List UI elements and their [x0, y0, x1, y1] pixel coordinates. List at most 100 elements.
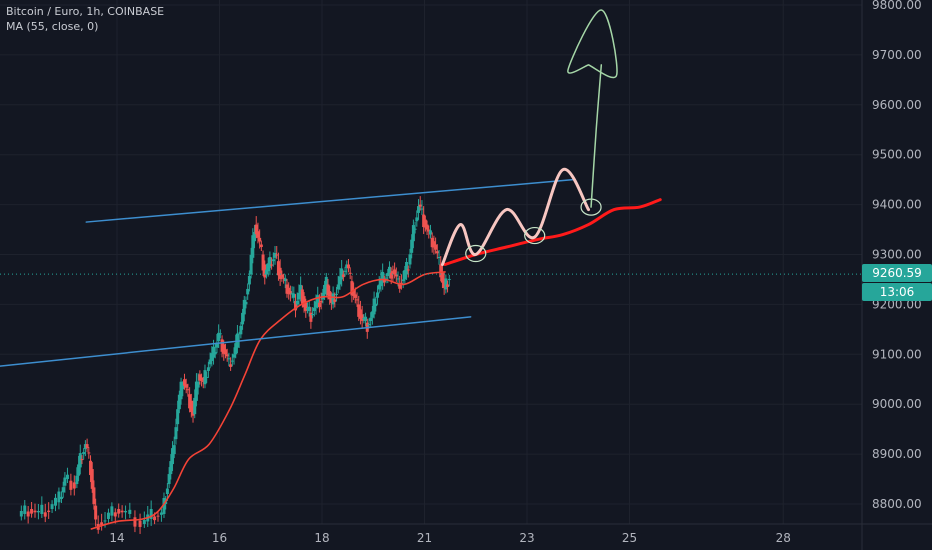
candle-body — [191, 407, 195, 416]
candle-body — [179, 381, 183, 400]
candle-body — [186, 389, 190, 391]
candle-body — [77, 464, 81, 476]
arrow-stem — [590, 64, 603, 208]
x-tick-label: 16 — [212, 531, 227, 545]
candle-body — [177, 394, 181, 410]
candle-body — [405, 261, 409, 275]
candle-body — [377, 284, 381, 290]
candle-body — [242, 299, 246, 315]
candle-body — [410, 239, 414, 253]
candle-body — [319, 301, 323, 303]
candle-body — [227, 358, 231, 360]
candle-body — [217, 332, 221, 341]
last-price-badge: 9260.59 — [862, 264, 932, 282]
candle-body — [254, 224, 258, 235]
candle-body — [210, 353, 214, 361]
candle-body — [182, 379, 186, 386]
candle-body — [138, 520, 142, 527]
candle-body — [54, 497, 57, 506]
candle-body — [153, 516, 157, 521]
candle-body — [430, 237, 434, 248]
candle-body — [417, 206, 421, 213]
candle-body — [110, 506, 114, 516]
candle-body — [120, 510, 124, 513]
candle-body — [434, 244, 438, 250]
candle-body — [358, 309, 362, 319]
y-tick-label: 8900.00 — [872, 447, 922, 461]
candle-body — [253, 232, 257, 242]
candle-body — [229, 364, 233, 367]
candle-body — [294, 301, 298, 311]
candle-body — [401, 279, 405, 282]
candle-body — [200, 377, 204, 381]
candle-body — [72, 482, 76, 489]
candle-body — [57, 491, 61, 503]
candle-body — [241, 312, 245, 325]
projection-wave-line — [440, 168, 590, 266]
candle-body — [113, 512, 117, 517]
candle-body — [317, 302, 321, 308]
candle-body — [23, 505, 27, 514]
candle-body — [124, 510, 128, 513]
ma-line — [90, 271, 446, 530]
candle-body — [408, 254, 412, 265]
candle-body — [326, 284, 330, 296]
candle-body — [33, 510, 37, 513]
candle-body — [348, 272, 352, 274]
candle-body — [305, 308, 309, 310]
candle-body — [222, 344, 226, 354]
candle-body — [343, 270, 347, 272]
candle-body — [149, 508, 153, 519]
candle-body — [90, 469, 94, 489]
candle-body — [360, 314, 364, 321]
candle-body — [367, 324, 371, 326]
x-tick-label: 21 — [417, 531, 432, 545]
candle-body — [324, 276, 328, 290]
candle-body — [264, 269, 268, 275]
candle-body — [307, 306, 311, 312]
candle-body — [290, 293, 294, 295]
candle-body — [247, 275, 251, 285]
projection-ma-line — [443, 198, 662, 266]
candle-body — [203, 370, 207, 385]
candle-body — [323, 284, 327, 295]
candle-body — [259, 244, 263, 248]
candle-body — [299, 284, 303, 295]
candle-body — [288, 291, 292, 295]
y-tick-label: 9600.00 — [872, 98, 922, 112]
countdown-badge: 13:06 — [862, 283, 932, 301]
candle-body — [329, 297, 333, 303]
candle-body — [295, 300, 299, 305]
y-tick-label: 9800.00 — [872, 0, 922, 12]
candle-body — [103, 520, 107, 522]
candle-body — [270, 264, 274, 266]
candle-body — [413, 228, 417, 230]
candle-body — [263, 264, 267, 278]
candle-body — [201, 380, 205, 382]
candle-body — [338, 276, 342, 285]
candle-body — [172, 445, 176, 455]
candle-body — [273, 253, 277, 258]
candle-body — [80, 459, 84, 461]
candle-body — [100, 522, 104, 526]
candle-body — [212, 346, 216, 358]
candle-body — [335, 293, 339, 295]
candle-body — [162, 498, 166, 514]
candle-body — [316, 295, 320, 305]
candle-body — [355, 299, 359, 301]
candle-body — [362, 318, 366, 320]
candle-body — [50, 504, 54, 509]
candle-body — [399, 282, 403, 285]
candle-body — [85, 444, 89, 448]
candle-body — [63, 477, 67, 486]
x-tick-label: 14 — [109, 531, 124, 545]
candle-body — [382, 279, 386, 283]
candle-body — [280, 274, 284, 278]
candle-body — [444, 278, 448, 290]
candle-body — [336, 284, 340, 290]
candle-body — [353, 294, 357, 298]
candle-body — [268, 256, 272, 268]
countdown-value: 13:06 — [879, 285, 915, 299]
